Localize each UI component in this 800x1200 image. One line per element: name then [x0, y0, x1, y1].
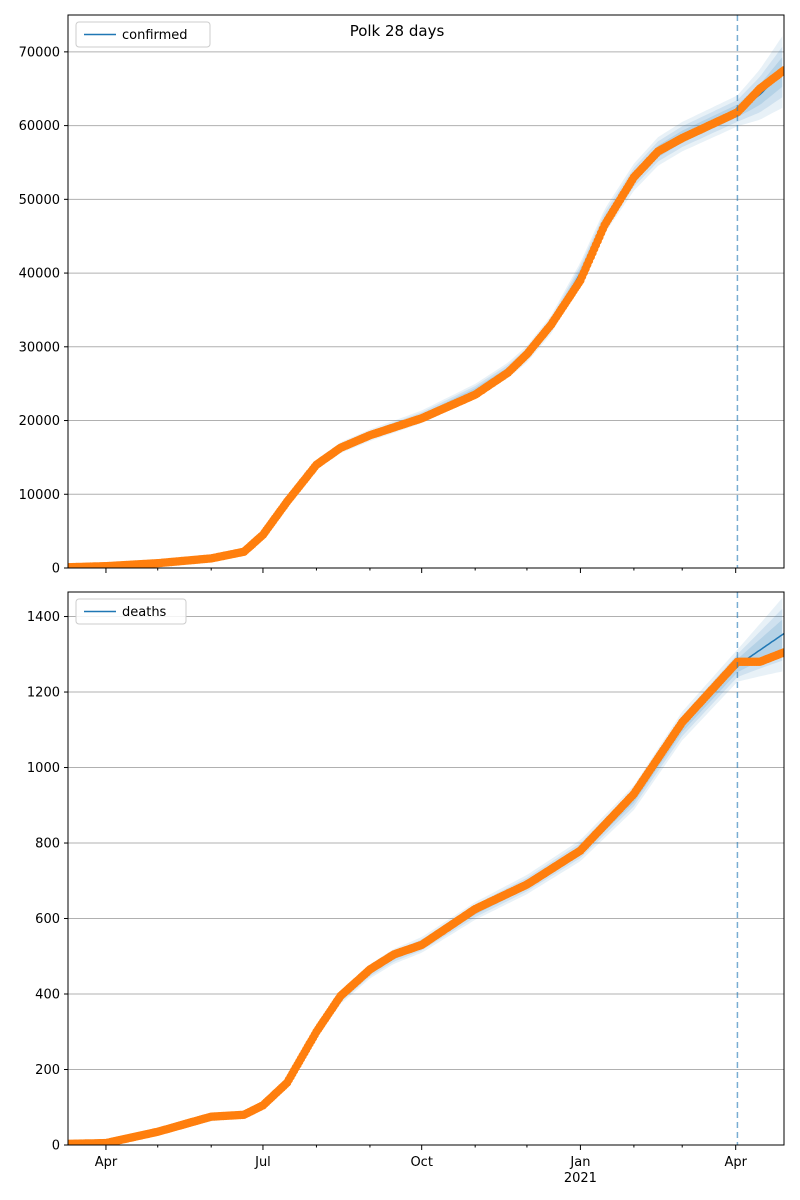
x-axis — [105, 568, 737, 573]
y-tick-label: 0 — [52, 562, 60, 577]
y-tick-label: 60000 — [19, 119, 60, 134]
deaths-panel: 0 200 400 600 800 1000 1200 1400 Apr Jul Oct Jan202… — [27, 591, 785, 1186]
y-tick-label: 200 — [35, 1063, 60, 1078]
y-tick-label: 400 — [35, 988, 60, 1003]
y-tick-label: 30000 — [19, 340, 60, 355]
y-tick-label: 10000 — [19, 488, 60, 503]
x-tick-sublabel: 2021 — [564, 1171, 597, 1186]
observed-points — [68, 66, 784, 568]
y-tick-label: 1000 — [27, 761, 60, 776]
y-tick-label: 40000 — [19, 267, 60, 282]
x-tick-label: Jan — [569, 1155, 590, 1170]
x-tick-label: Oct — [410, 1155, 432, 1170]
legend: deaths — [75, 598, 187, 625]
plot-frame — [67, 591, 785, 1146]
observed-points — [68, 648, 784, 1145]
x-tick-label: Apr — [95, 1155, 118, 1170]
figure-title: Polk 28 days — [350, 22, 445, 40]
legend-box — [75, 21, 211, 48]
observed-point — [779, 66, 784, 75]
y-tick-label: 600 — [35, 912, 60, 927]
legend-label: confirmed — [122, 28, 188, 43]
plot-frame — [67, 14, 785, 569]
legend-box — [75, 598, 187, 625]
y-tick-label: 70000 — [19, 45, 60, 60]
y-tick-label: 0 — [52, 1139, 60, 1154]
confirmed-panel: 0 10000 20000 30000 40000 50000 60000 70000 conf… — [19, 14, 785, 577]
legend-label: deaths — [122, 605, 167, 620]
y-tick-label: 50000 — [19, 193, 60, 208]
y-tick-label: 800 — [35, 837, 60, 852]
y-tick-label: 1400 — [27, 610, 60, 625]
y-axis: 0 200 400 600 800 1000 1200 1400 — [27, 610, 68, 1154]
legend: confirmed — [75, 21, 211, 48]
x-tick-label: Apr — [724, 1155, 747, 1170]
y-axis: 0 10000 20000 30000 40000 50000 60000 70000 — [19, 45, 68, 577]
y-tick-label: 20000 — [19, 414, 60, 429]
y-tick-label: 1200 — [27, 686, 60, 701]
x-tick-label: Jul — [254, 1155, 271, 1170]
observed-point — [779, 648, 784, 657]
